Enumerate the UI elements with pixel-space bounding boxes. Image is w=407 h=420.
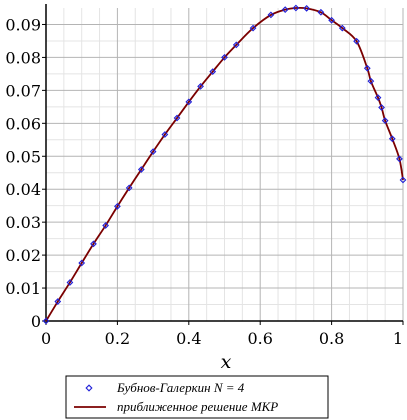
y-tick-label: 0.05 — [5, 147, 41, 166]
galerkin-point — [209, 68, 217, 75]
galerkin-point — [125, 184, 133, 192]
legend-items: Бубнов-Галеркин N = 4 приближенное решени… — [74, 380, 278, 414]
galerkin-point — [90, 240, 97, 248]
galerkin-point — [388, 135, 396, 143]
x-tick-label: 0.2 — [105, 329, 130, 348]
galerkin-point — [149, 148, 157, 156]
galerkin-point — [102, 222, 109, 229]
y-tick-label: 0.04 — [5, 180, 41, 199]
y-tick-label: 0 — [31, 312, 41, 331]
legend-box — [65, 375, 329, 419]
galerkin-point — [197, 83, 204, 90]
galerkin-point — [292, 4, 300, 12]
x-axis-label: x — [221, 351, 232, 373]
x-tick-label: 0.4 — [176, 329, 201, 348]
galerkin-point — [317, 8, 325, 16]
legend-label-galerkin: Бубнов-Галеркин N = 4 — [116, 380, 245, 395]
galerkin-point — [173, 114, 181, 122]
y-tick-label: 0.08 — [5, 48, 41, 67]
galerkin-point — [328, 16, 335, 24]
galerkin-point — [281, 6, 289, 14]
x-tick-label: 0.6 — [247, 329, 272, 348]
plot-area — [42, 4, 407, 325]
galerkin-point — [221, 54, 228, 61]
galerkin-point — [185, 98, 193, 106]
galerkin-point — [381, 117, 389, 125]
galerkin-point — [267, 11, 275, 19]
minor-gridlines — [46, 8, 403, 321]
galerkin-point — [232, 41, 240, 49]
galerkin-point — [114, 202, 121, 210]
galerkin-point — [367, 77, 375, 85]
x-tick-label: 1 — [393, 329, 403, 348]
galerkin-point — [137, 166, 145, 173]
y-tick-label: 0.09 — [5, 15, 41, 34]
tick-labels: 0 0.2 0.4 0.6 0.8 1 0 0.01 0.02 0.03 0.04 0.05 0.06 0… — [5, 15, 403, 348]
y-tick-label: 0.07 — [5, 81, 41, 100]
axes — [42, 4, 404, 325]
y-tick-label: 0.03 — [5, 213, 41, 232]
galerkin-point — [378, 104, 385, 111]
galerkin-point — [338, 24, 346, 32]
galerkin-point — [303, 4, 310, 12]
legend-label-mkr: приближенное решение МКР — [117, 399, 278, 414]
series-line-mkr — [45, 6, 404, 322]
legend: Бубнов-Галеркин N = 4 приближенное решени… — [65, 375, 329, 419]
y-tick-label: 0.01 — [5, 279, 41, 298]
galerkin-point — [363, 64, 371, 72]
x-tick-label: 0.8 — [319, 329, 344, 348]
y-tick-label: 0.06 — [5, 114, 41, 133]
galerkin-point — [161, 131, 169, 138]
legend-marker-galerkin — [85, 384, 93, 392]
galerkin-point — [78, 259, 86, 267]
x-tick-label: 0 — [41, 329, 51, 348]
galerkin-point — [249, 24, 257, 32]
galerkin-point — [396, 155, 403, 163]
galerkin-point — [42, 317, 50, 325]
galerkin-point — [54, 298, 62, 305]
galerkin-point — [353, 37, 360, 45]
y-tick-label: 0.02 — [5, 246, 41, 265]
galerkin-point — [399, 176, 407, 184]
galerkin-point — [66, 279, 74, 286]
galerkin-point — [374, 94, 382, 101]
